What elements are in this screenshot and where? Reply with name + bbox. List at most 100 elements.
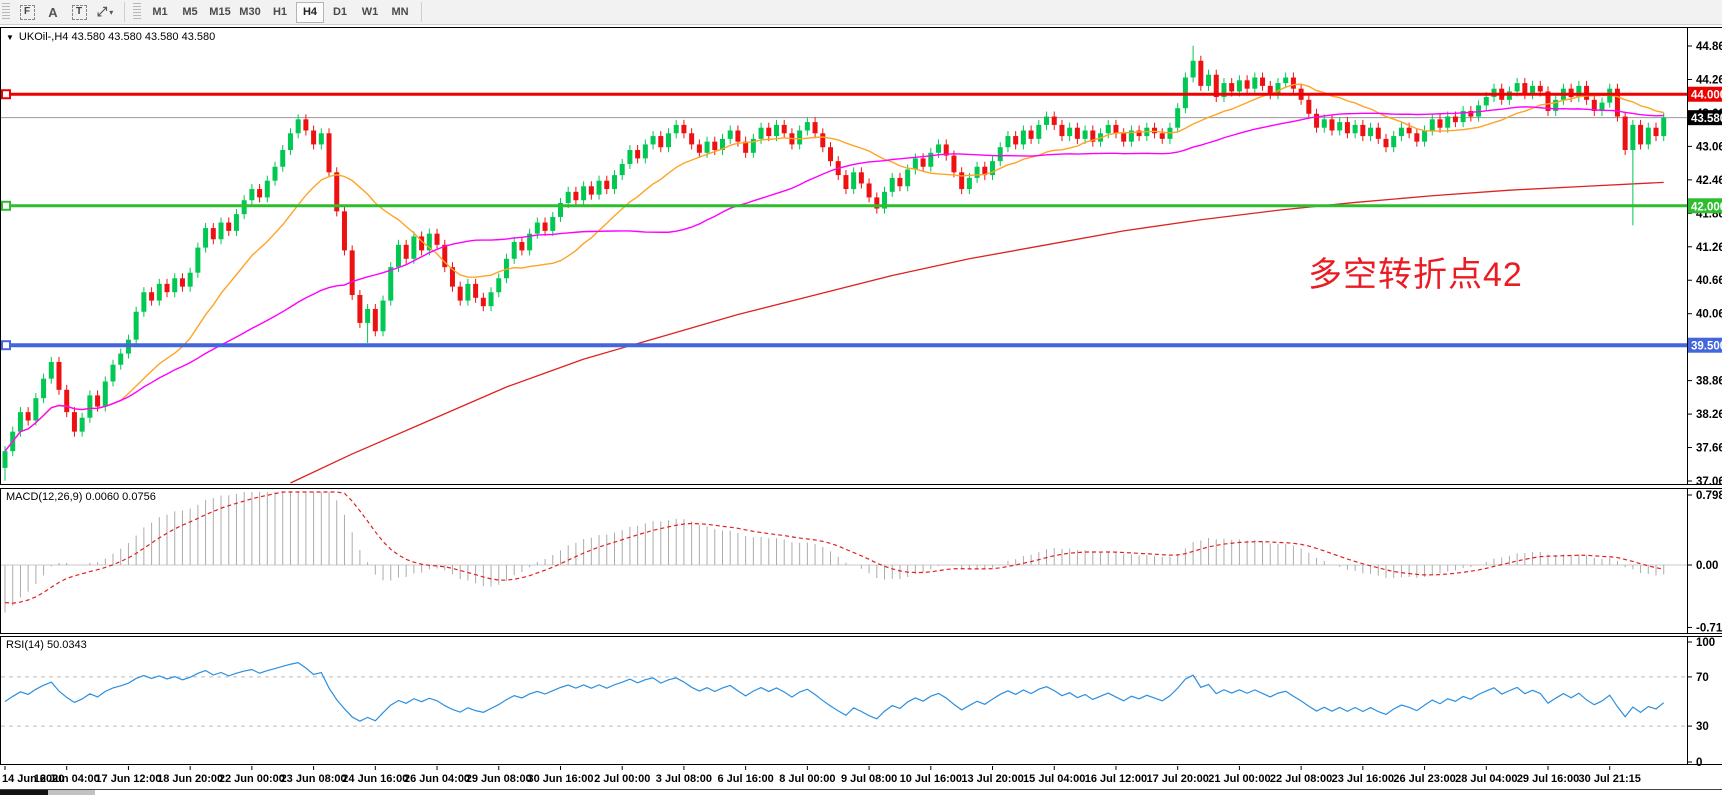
candle [673,119,679,139]
candle [889,172,895,197]
candle [1290,72,1296,94]
hline-handle-42.000[interactable] [1,200,11,211]
time-label: 14 Jun 2020 [2,773,64,785]
candle [1121,128,1127,147]
candle [519,237,525,256]
candle [164,278,170,298]
tf-button-H1[interactable]: H1 [272,5,288,18]
toolbar-grip-2[interactable] [133,3,141,21]
candle [1429,114,1435,136]
horizontal-scrollbar[interactable] [0,789,1722,795]
candle [218,217,224,245]
toolbar: F A T ⤢ ▾ M1 M5 M15 M30 H1 H4 D1 W1 MN [0,0,1722,25]
candle [581,181,587,206]
symbol-dropdown-icon[interactable]: ▼ [6,32,14,42]
macd-signal-line [4,491,1664,604]
candle [1252,72,1258,94]
tf-button-W1[interactable]: W1 [361,5,379,18]
candle [1630,119,1636,226]
toolbar-separator [124,2,125,22]
candle [1614,83,1620,122]
text-tool-icon[interactable]: T [68,2,90,22]
candle [1599,97,1605,116]
time-label: 3 Jul 08:00 [656,773,712,785]
candle [681,119,687,139]
shapes-tool-icon[interactable]: ⤢ ▾ [96,4,114,19]
candle [611,170,617,195]
macd-canvas[interactable]: 0.7986 0.00 -0.7124 [0,488,1722,634]
candle [303,114,309,136]
candle [1375,122,1381,144]
tf-button-D1[interactable]: D1 [332,5,348,18]
candle [542,217,548,236]
symbol-ohlc-text: UKOil-,H4 43.580 43.580 43.580 43.580 [18,31,216,43]
candle [311,125,317,150]
candle [1013,131,1019,150]
candle [1152,122,1158,139]
candle [874,192,880,214]
price-axis[interactable]: 44.86544.26543.66543.06542.46541.86541.2… [1687,41,1722,488]
candle [604,175,610,195]
candle [1383,133,1389,153]
time-label: 28 Jul 04:00 [1455,773,1517,785]
hline-handle-44.000[interactable] [1,89,11,100]
candle [71,407,77,437]
candle [1437,114,1443,133]
candle [87,390,93,423]
tf-button-M5[interactable]: M5 [182,5,198,18]
candle [457,281,463,306]
svg-text:38.865: 38.865 [1696,376,1722,388]
candle [388,262,394,306]
toolbar-separator-2 [421,2,422,22]
svg-text:44.265: 44.265 [1696,74,1722,86]
candle [156,278,162,306]
tf-button-MN[interactable]: MN [391,5,409,18]
dropdown-caret-icon[interactable]: ▾ [109,7,114,17]
tf-button-H4[interactable]: H4 [296,1,324,23]
candle [1067,122,1073,142]
candle [743,136,749,158]
candle [434,228,440,250]
candle [1645,122,1651,150]
svg-text:43.065: 43.065 [1696,141,1722,153]
rsi-label: RSI(14) 50.0343 [6,639,87,651]
candle [1661,112,1667,142]
candle [719,133,725,156]
hline-handle-39.500[interactable] [1,340,11,351]
time-label: 15 Jul 04:00 [1023,773,1085,785]
rsi-canvas[interactable]: 100 70 30 0 [0,636,1722,766]
candle [1051,111,1057,130]
chart-mode-icon[interactable]: F [16,2,38,22]
svg-text:70: 70 [1696,672,1709,684]
time-axis[interactable]: 14 Jun 2020 16 Jun 04:00 17 Jun 12:00 18 Ju… [0,766,1722,789]
candle [318,128,324,150]
candle [997,142,1003,167]
candle [982,161,988,181]
time-label: 13 Jul 20:00 [961,773,1023,785]
scrollbar-thumb[interactable] [0,790,48,795]
candle [596,175,602,200]
main-chart-panel: 44.86544.26543.66543.06542.46541.86541.2… [0,25,1722,488]
candle [928,147,934,172]
tf-button-M1[interactable]: M1 [152,5,168,18]
toolbar-grip[interactable] [2,3,10,21]
candle [326,128,332,178]
text-label-icon[interactable]: A [48,4,58,20]
svg-text:41.265: 41.265 [1696,242,1722,254]
chart-annotation-text[interactable]: 多空转折点42 [1308,256,1523,294]
main-chart-canvas[interactable]: 44.86544.26543.66543.06542.46541.86541.2… [0,25,1722,488]
tf-button-M30[interactable]: M30 [239,5,261,18]
svg-text:38.265: 38.265 [1696,409,1722,421]
candle [905,164,911,192]
time-label: 9 Jul 08:00 [841,773,897,785]
candle [820,128,826,153]
candle [395,239,401,273]
timeframe-buttons-group: M1 M5 M15 M30 H1 H4 D1 W1 MN [145,1,415,23]
time-label: 23 Jul 16:00 [1332,773,1394,785]
time-label: 22 Jun 00:00 [219,773,285,785]
candle [257,184,263,203]
tf-button-M15[interactable]: M15 [209,5,231,18]
svg-text:44.865: 44.865 [1696,41,1722,53]
candle [1468,105,1474,122]
price-badge-44.000: 44.000 [1688,86,1722,102]
